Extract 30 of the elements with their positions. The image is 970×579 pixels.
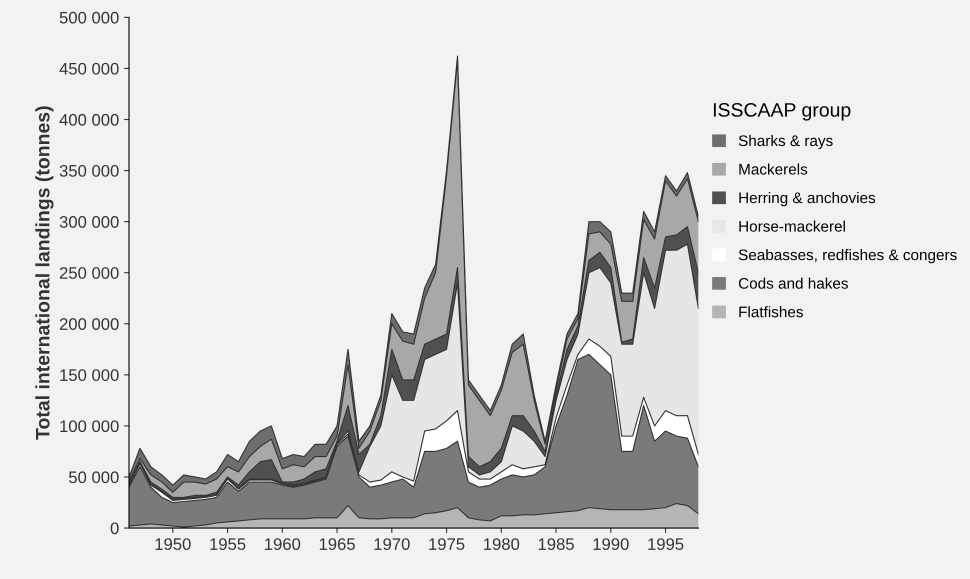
x-tick-label: 1980 <box>484 538 520 550</box>
legend-label: Mackerels <box>739 163 808 175</box>
x-tick-label: 1975 <box>429 538 464 550</box>
y-tick-label: 200 000 <box>60 318 119 330</box>
legend-label: Seabasses, redfishes & congers <box>738 249 957 264</box>
legend-label: Flatfishes <box>739 306 803 318</box>
y-tick-label: 450 000 <box>59 62 119 75</box>
x-tick-label: 1970 <box>374 538 410 550</box>
y-tick-label: 350 000 <box>60 164 119 177</box>
y-tick-label: 50 000 <box>68 471 119 484</box>
y-tick-label: 100 000 <box>60 420 119 432</box>
legend-label: Herring & anchovies <box>739 192 876 206</box>
x-tick-label: 1990 <box>594 538 629 550</box>
legend-label: Cods and hakes <box>738 278 848 289</box>
y-axis-title: Total international landings (tonnes) <box>35 106 54 440</box>
x-tick-label: 1960 <box>265 538 300 550</box>
x-tick-label: 1995 <box>648 538 684 550</box>
y-tick-label: 400 000 <box>59 114 119 126</box>
x-tick-label: 1955 <box>210 538 246 550</box>
x-tick-label: 1950 <box>156 538 191 550</box>
legend-label: Sharks & rays <box>738 134 833 150</box>
legend-title: ISSCAAP group <box>714 103 850 121</box>
x-tick-label: 1985 <box>538 538 574 550</box>
x-tick-label: 1965 <box>320 538 355 550</box>
y-tick-label: 150 000 <box>60 369 119 382</box>
y-tick-label: 500 000 <box>60 12 119 24</box>
y-tick-label: 300 000 <box>60 216 119 228</box>
legend-label: Horse-mackerel <box>739 220 845 232</box>
y-tick-label: 0 <box>110 522 119 534</box>
y-tick-label: 250 000 <box>60 267 119 279</box>
